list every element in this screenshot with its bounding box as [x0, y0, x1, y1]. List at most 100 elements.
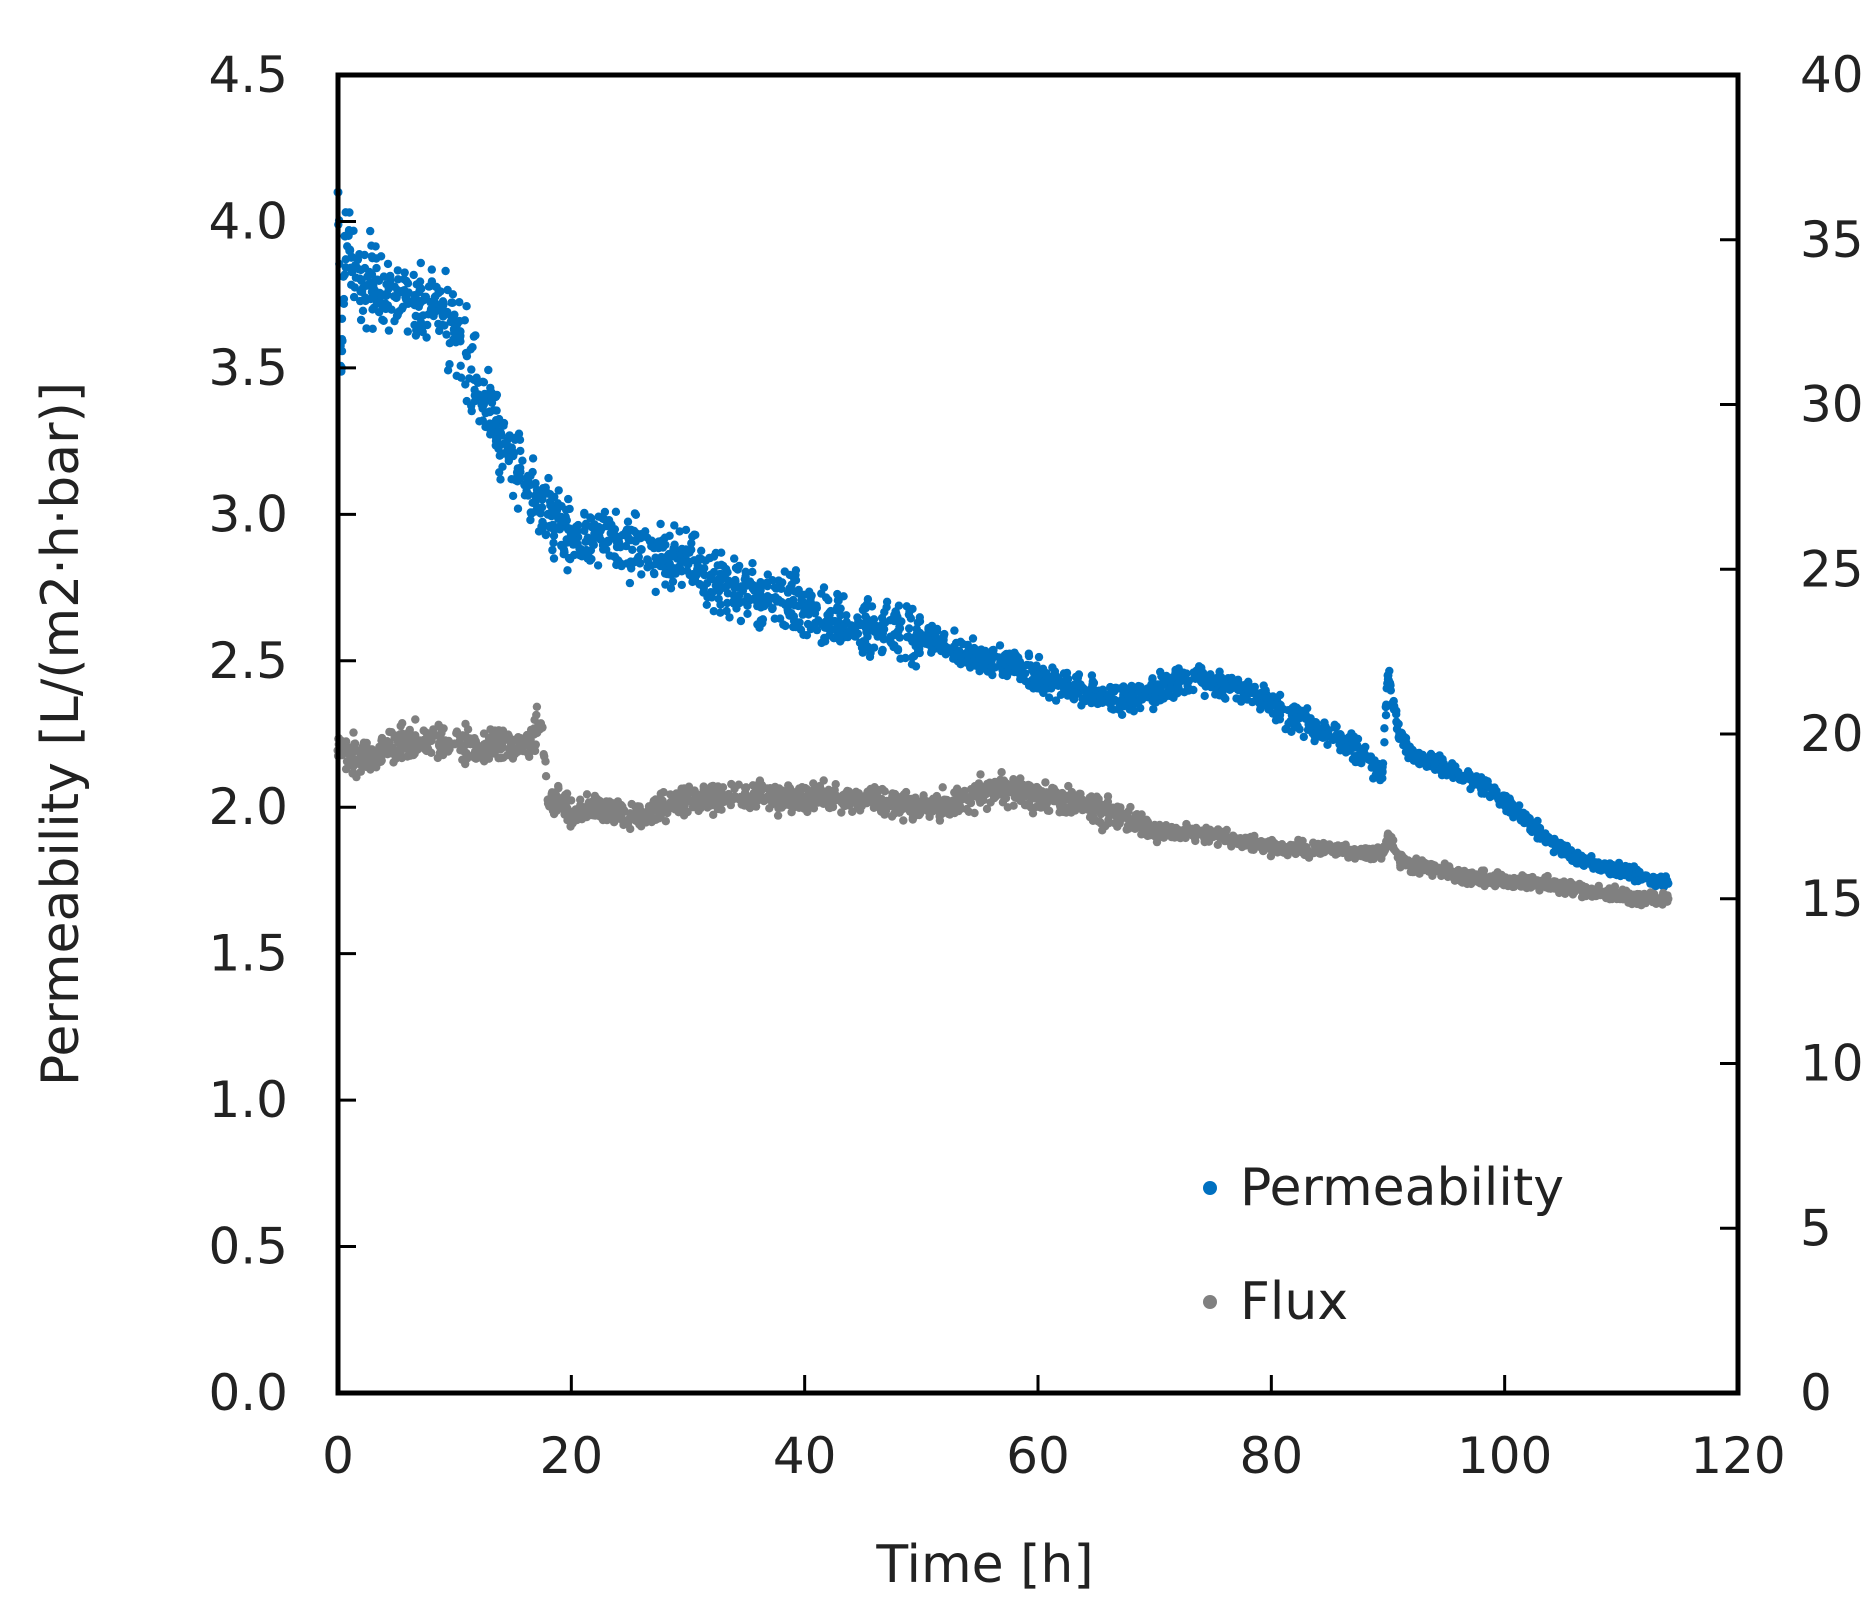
data-point [532, 485, 542, 495]
data-point [968, 634, 978, 643]
data-point [593, 561, 603, 570]
data-point [1593, 861, 1603, 871]
data-point [368, 281, 378, 291]
data-point [495, 468, 504, 477]
y2-tick-label: 35 [1800, 211, 1864, 269]
data-point [1392, 717, 1401, 726]
data-point [478, 393, 488, 402]
data-point [1606, 870, 1615, 879]
data-point [660, 553, 670, 563]
y-tick-label: 2.0 [208, 778, 288, 836]
data-point [671, 569, 680, 578]
data-point [697, 554, 706, 564]
data-point [403, 299, 413, 308]
data-point [405, 725, 414, 735]
data-point [1048, 663, 1057, 672]
data-point [566, 822, 575, 831]
data-point [1033, 670, 1043, 680]
data-point [490, 393, 500, 402]
data-point [362, 324, 371, 333]
data-point [901, 653, 910, 663]
data-point [647, 542, 656, 551]
data-point [484, 733, 494, 742]
data-point [823, 792, 833, 802]
data-marks [333, 187, 1673, 910]
data-point [823, 615, 833, 625]
data-point [1150, 828, 1160, 838]
data-point [456, 361, 465, 370]
data-point [386, 271, 395, 281]
data-point [1406, 750, 1416, 759]
data-point [520, 739, 530, 749]
data-point [1196, 828, 1206, 838]
data-point [1266, 700, 1276, 710]
data-point [607, 520, 616, 529]
data-point [971, 661, 980, 670]
data-point [703, 593, 712, 602]
data-point [1570, 884, 1580, 894]
data-point [349, 292, 359, 302]
data-point [505, 736, 515, 745]
data-point [725, 613, 734, 622]
data-point [1121, 686, 1130, 695]
data-point [743, 609, 752, 618]
data-point [882, 597, 892, 606]
data-point [1033, 792, 1043, 802]
data-point [1062, 668, 1072, 678]
data-point [431, 282, 441, 291]
data-point [450, 328, 460, 338]
data-point [427, 265, 436, 274]
data-point [424, 745, 433, 754]
data-point [1050, 796, 1059, 806]
data-point [377, 736, 386, 745]
data-point [888, 789, 897, 798]
y-axis-title: Permeability [L/(m2·h·bar)] [31, 382, 91, 1086]
data-point [1033, 784, 1043, 794]
data-point [783, 588, 793, 597]
data-point [668, 577, 678, 586]
data-point [433, 753, 442, 763]
data-point [762, 578, 771, 587]
data-point [803, 619, 813, 629]
data-point [870, 627, 880, 636]
data-point [1166, 677, 1175, 686]
data-point [536, 509, 545, 518]
data-point [1313, 844, 1323, 854]
data-point [863, 632, 872, 641]
data-point [1055, 808, 1064, 817]
data-point [626, 525, 635, 534]
data-point [1380, 738, 1389, 747]
data-point [635, 820, 644, 829]
data-point [695, 802, 704, 811]
data-point [499, 753, 508, 762]
data-point [438, 320, 447, 330]
data-point [1050, 679, 1060, 688]
data-point [1142, 815, 1151, 824]
data-point [1585, 853, 1595, 862]
data-point [1476, 779, 1486, 789]
data-point [916, 632, 926, 642]
data-point [1442, 771, 1451, 780]
data-point [526, 471, 535, 481]
data-point [950, 788, 960, 798]
data-point [670, 521, 679, 530]
data-point [1377, 848, 1387, 858]
data-point [548, 545, 557, 555]
data-point [1486, 872, 1496, 882]
data-point [743, 592, 752, 602]
data-point [1117, 710, 1127, 719]
data-point [470, 396, 480, 406]
data-point [463, 725, 473, 734]
data-point [1500, 796, 1510, 806]
data-point [496, 475, 505, 484]
data-point [1000, 668, 1010, 678]
data-point [979, 795, 988, 805]
data-point [499, 421, 508, 430]
data-point [543, 509, 553, 519]
data-point [543, 795, 553, 805]
data-point [471, 331, 480, 340]
data-point [1435, 765, 1444, 774]
data-point [1476, 874, 1486, 884]
data-point [1523, 877, 1533, 887]
data-point [1350, 846, 1359, 856]
